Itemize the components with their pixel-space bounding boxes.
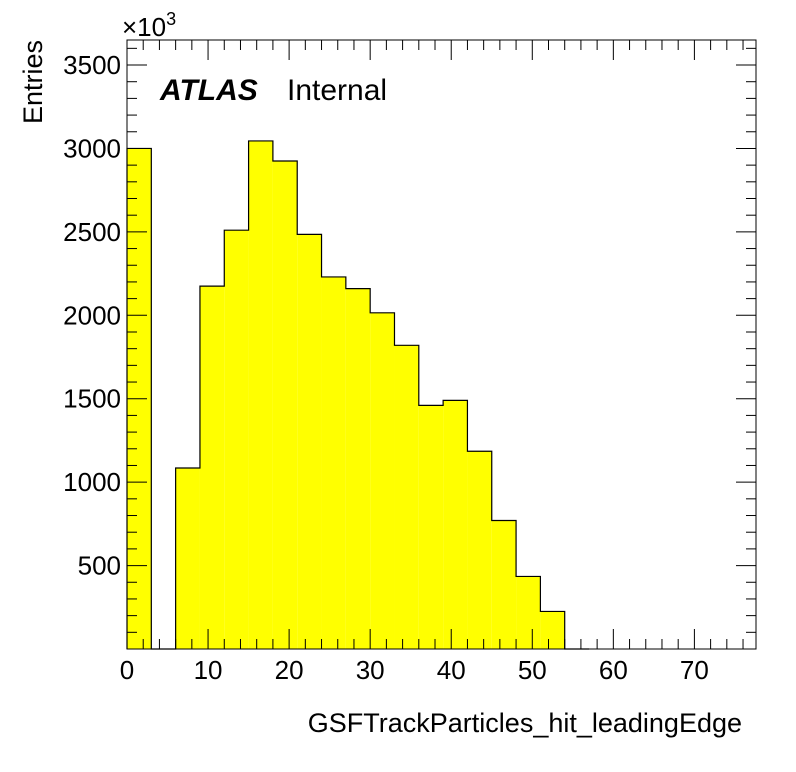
y-axis-multiplier-base: ×10 [122, 12, 166, 42]
histogram-bin [345, 288, 371, 649]
x-tick-label: 10 [194, 655, 223, 685]
histogram-bin [418, 405, 444, 649]
x-axis-ticks: 0 10 20 30 40 50 60 70 [120, 40, 744, 685]
histogram-outline [126, 140, 590, 650]
plot-frame [126, 39, 757, 650]
histogram-bin [516, 576, 541, 649]
y-tick-label: 2500 [63, 217, 121, 247]
y-axis-title: Entries [18, 40, 48, 124]
y-tick-label: 3000 [63, 133, 121, 163]
histogram-bin [248, 140, 273, 649]
x-tick-label: 0 [120, 655, 134, 685]
histogram-bin [540, 611, 565, 649]
histogram-bin [175, 467, 200, 649]
histogram-bin [467, 451, 492, 649]
x-tick-label: 50 [518, 655, 547, 685]
histogram-bin [199, 286, 225, 649]
x-tick-label: 30 [356, 655, 385, 685]
histogram-bin [224, 230, 249, 649]
x-tick-label: 60 [599, 655, 628, 685]
y-tick-label: 1000 [63, 467, 121, 497]
y-axis-ticks: 500 1000 1500 2000 2500 3000 3500 [63, 47, 756, 633]
histogram-bin [443, 400, 468, 649]
x-tick-label: 70 [680, 655, 709, 685]
x-axis-title: GSFTrackParticles_hit_leadingEdge [308, 708, 742, 738]
y-tick-label: 1500 [63, 384, 121, 414]
y-tick-label: 2000 [63, 300, 121, 330]
histogram-bin [370, 312, 395, 649]
histogram-bars [126, 140, 590, 650]
histogram-bin [491, 520, 517, 649]
atlas-label: ATLAS [159, 74, 258, 107]
histogram-bin [272, 160, 298, 649]
histogram-bin [297, 234, 322, 649]
x-tick-label: 40 [437, 655, 466, 685]
histogram-bin [394, 345, 419, 649]
y-tick-label: 500 [78, 551, 121, 581]
y-axis-multiplier-exponent: 3 [166, 9, 176, 29]
x-tick-label: 20 [275, 655, 304, 685]
y-tick-label: 3500 [63, 50, 121, 80]
histogram-bin [321, 276, 346, 649]
status-label: Internal [287, 74, 387, 107]
y-axis-multiplier: ×103 [122, 9, 176, 42]
